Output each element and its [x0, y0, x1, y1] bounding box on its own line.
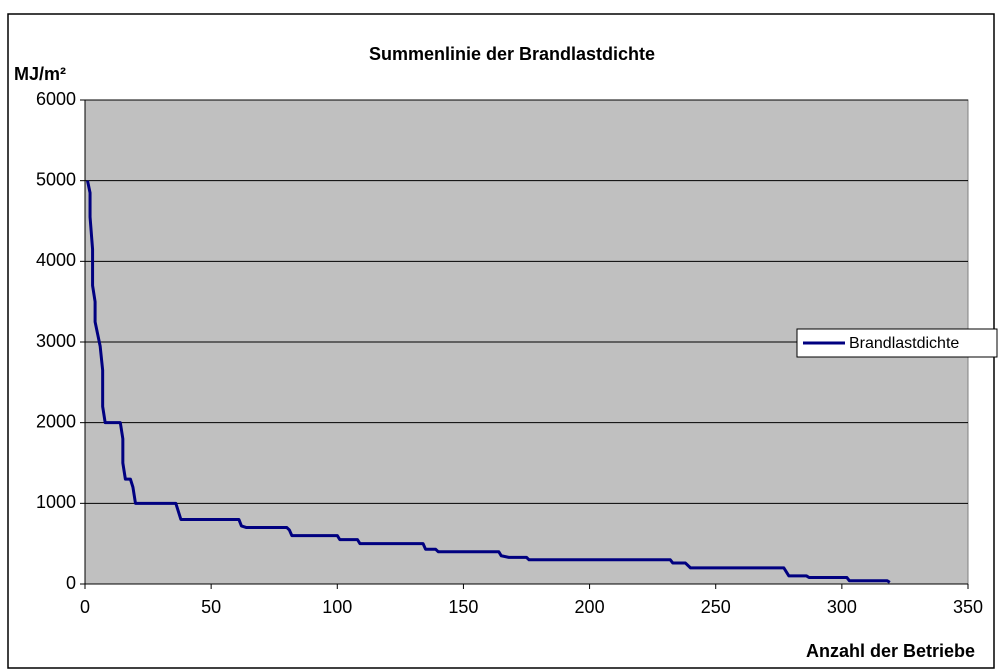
x-tick-label: 300 — [827, 597, 857, 617]
x-tick-label: 350 — [953, 597, 983, 617]
x-tick-label: 250 — [701, 597, 731, 617]
x-tick-label: 200 — [575, 597, 605, 617]
y-axis-label: MJ/m² — [14, 64, 66, 84]
y-tick-label: 2000 — [36, 411, 76, 431]
x-tick-label: 150 — [448, 597, 478, 617]
y-tick-label: 0 — [66, 573, 76, 593]
y-tick-label: 6000 — [36, 89, 76, 109]
x-tick-label: 100 — [322, 597, 352, 617]
data-line — [86, 180, 891, 584]
chart-title: Summenlinie der Brandlastdichte — [369, 44, 655, 64]
legend-label: Brandlastdichte — [849, 335, 959, 352]
y-tick-label: 1000 — [36, 492, 76, 512]
legend-box — [796, 328, 998, 358]
x-tick-label: 50 — [201, 597, 221, 617]
y-tick-label: 4000 — [36, 250, 76, 270]
x-axis-label: Anzahl der Betriebe — [806, 641, 975, 661]
x-tick-label: 0 — [80, 597, 90, 617]
y-tick-label: 3000 — [36, 331, 76, 351]
y-tick-label: 5000 — [36, 169, 76, 189]
